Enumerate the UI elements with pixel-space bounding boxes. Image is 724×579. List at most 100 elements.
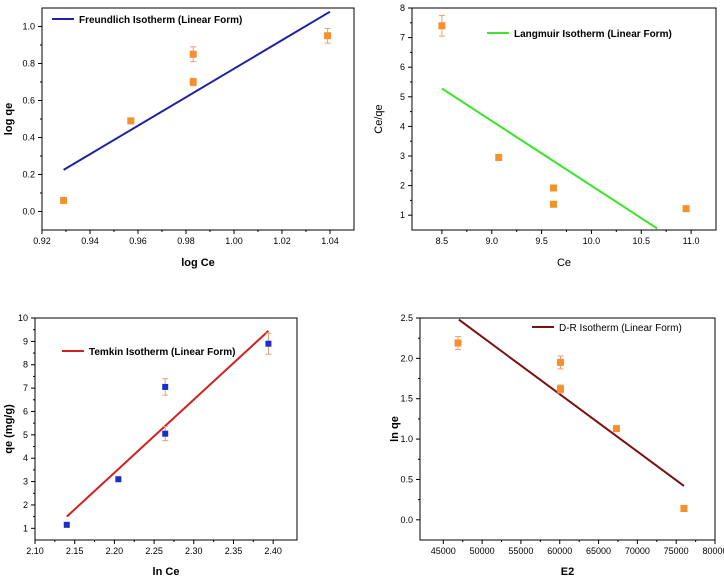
fit-line bbox=[441, 87, 658, 230]
chart-panel-4: 45000 50000 55000 60000 65000 70000 75000 8000 0… bbox=[389, 313, 724, 578]
plot-frame bbox=[34, 317, 298, 541]
y-tick-label: 5 bbox=[400, 92, 405, 102]
y-tick-label: 0.6 bbox=[22, 96, 35, 106]
y-tick-label: 1.5 bbox=[400, 394, 413, 404]
x-tick-label: 1.00 bbox=[225, 236, 243, 246]
plot-frame bbox=[419, 317, 716, 541]
data-point bbox=[550, 200, 558, 208]
data-point bbox=[127, 117, 135, 125]
fit-line bbox=[66, 330, 270, 518]
x-tick-label: 75000 bbox=[664, 546, 689, 556]
x-tick-label: 45000 bbox=[431, 546, 456, 556]
y-tick-label: 1 bbox=[23, 523, 28, 533]
fit-line bbox=[63, 10, 331, 171]
y-tick-label: 0.4 bbox=[22, 133, 35, 143]
x-tick-label: 50000 bbox=[470, 546, 495, 556]
x-tick-label: 55000 bbox=[508, 546, 533, 556]
chart-panel-3: 2.10 2.15 2.20 2.25 2.30 2.35 2.40 1 2 3 4 5 6 7 8 9 10 l… bbox=[3, 313, 298, 578]
y-tick-label: 7 bbox=[400, 33, 405, 43]
x-tick-label: 9.0 bbox=[485, 236, 498, 246]
data-point bbox=[557, 358, 565, 366]
data-point bbox=[162, 430, 169, 437]
y-tick-label: 1.0 bbox=[400, 434, 413, 444]
y-axis-title: log qe bbox=[3, 103, 15, 135]
x-tick-label: 10.0 bbox=[583, 236, 601, 246]
x-tick-label: 0.92 bbox=[33, 236, 51, 246]
x-tick-label: 0.96 bbox=[129, 236, 147, 246]
y-tick-label: 7 bbox=[23, 383, 28, 393]
x-tick-label: 2.25 bbox=[145, 546, 163, 556]
y-tick-label: 9 bbox=[23, 336, 28, 346]
y-axis-title: ln qe bbox=[389, 416, 401, 442]
y-tick-label: 4 bbox=[400, 121, 405, 131]
x-tick-label: 10.5 bbox=[632, 236, 650, 246]
x-tick-label: 2.40 bbox=[264, 546, 282, 556]
data-point bbox=[454, 339, 462, 347]
data-point bbox=[495, 153, 503, 161]
x-tick-label: 2.35 bbox=[225, 546, 243, 556]
y-axis-title: qe (mg/g) bbox=[3, 404, 15, 454]
y-tick-label: 2 bbox=[23, 500, 28, 510]
y-tick-label: 0.2 bbox=[22, 170, 35, 180]
x-tick-label: 9.5 bbox=[535, 236, 548, 246]
data-point bbox=[612, 425, 620, 433]
data-point bbox=[682, 205, 690, 213]
data-point bbox=[265, 340, 272, 347]
x-tick-label: 11.0 bbox=[683, 236, 700, 246]
data-point bbox=[324, 32, 332, 40]
y-tick-label: 0.5 bbox=[400, 474, 413, 484]
x-axis-title: ln Ce bbox=[153, 566, 180, 578]
legend-label: Langmuir Isotherm (Linear Form) bbox=[514, 29, 672, 40]
data-point bbox=[162, 383, 169, 390]
plot-frame bbox=[41, 7, 355, 231]
x-tick-label: 0.94 bbox=[81, 236, 99, 246]
chart-panel-1: 0.92 0.94 0.96 0.98 1.00 1.02 1.04 0.0 0.2 0.4 0.6… bbox=[3, 7, 355, 269]
x-tick-label: 2.10 bbox=[26, 546, 44, 556]
y-tick-label: 8 bbox=[23, 360, 28, 370]
y-tick-label: 2.5 bbox=[400, 313, 413, 323]
data-point bbox=[680, 505, 688, 513]
data-point bbox=[115, 476, 122, 483]
y-tick-label: 5 bbox=[23, 430, 28, 440]
y-axis-title: Ce/qe bbox=[373, 104, 385, 133]
x-axis-title: E2 bbox=[561, 566, 574, 578]
chart-panel-2: 8.5 9.0 9.5 10.0 10.5 11.0 1 2 3 4 5 6 7 8 Ce Ce/qe Lang… bbox=[373, 3, 717, 269]
y-tick-label: 0.0 bbox=[22, 207, 35, 217]
x-tick-label: 70000 bbox=[625, 546, 650, 556]
y-tick-label: 10 bbox=[18, 313, 28, 323]
y-tick-label: 3 bbox=[23, 477, 28, 487]
x-tick-label: 1.04 bbox=[321, 236, 339, 246]
x-tick-label: 2.30 bbox=[185, 546, 203, 556]
data-point bbox=[189, 50, 197, 58]
x-axis-title: log Ce bbox=[181, 257, 215, 269]
x-tick-label: 60000 bbox=[547, 546, 572, 556]
x-tick-label: 65000 bbox=[586, 546, 611, 556]
y-tick-label: 0.0 bbox=[400, 515, 413, 525]
x-axis-title: Ce bbox=[557, 257, 571, 269]
data-point bbox=[60, 196, 68, 204]
y-tick-label: 1.0 bbox=[22, 22, 35, 32]
y-tick-label: 4 bbox=[23, 453, 28, 463]
y-tick-label: 3 bbox=[400, 151, 405, 161]
y-tick-label: 2 bbox=[400, 181, 405, 191]
y-tick-label: 2.0 bbox=[400, 353, 413, 363]
y-tick-label: 0.8 bbox=[22, 59, 35, 69]
data-point bbox=[550, 184, 558, 192]
data-point bbox=[63, 521, 70, 528]
legend-label: D-R Isotherm (Linear Form) bbox=[559, 323, 682, 334]
y-tick-label: 1 bbox=[400, 210, 405, 220]
plot-frame bbox=[411, 7, 717, 231]
x-tick-label: 0.98 bbox=[177, 236, 195, 246]
x-tick-label: 8.5 bbox=[436, 236, 449, 246]
legend-label: Temkin Isotherm (Linear Form) bbox=[89, 347, 236, 358]
fit-line bbox=[458, 318, 685, 487]
data-point bbox=[189, 78, 197, 86]
y-tick-label: 6 bbox=[23, 406, 28, 416]
y-tick-label: 6 bbox=[400, 62, 405, 72]
y-tick-label: 8 bbox=[400, 3, 405, 13]
legend-label: Freundlich Isotherm (Linear Form) bbox=[79, 15, 242, 26]
data-point bbox=[438, 22, 446, 30]
x-tick-label: 1.02 bbox=[273, 236, 291, 246]
